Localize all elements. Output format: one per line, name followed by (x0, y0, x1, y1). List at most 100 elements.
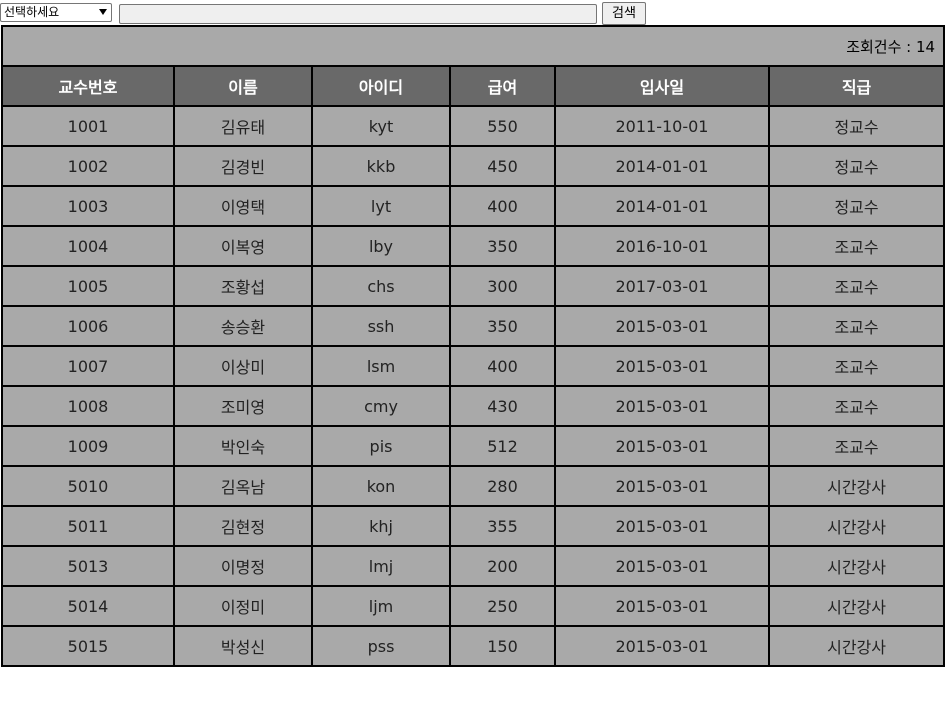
header-professor-id: 교수번호 (1, 65, 175, 107)
table-row: 1002 김경빈 kkb 450 2014-01-01 정교수 (1, 145, 945, 187)
cell-hire-date: 2015-03-01 (554, 465, 770, 507)
cell-position: 정교수 (767, 145, 945, 187)
table-row: 5010 김옥남 kon 280 2015-03-01 시간강사 (1, 465, 945, 507)
cell-name: 조미영 (173, 385, 313, 427)
cell-user-id: kon (311, 465, 451, 507)
cell-position: 시간강사 (767, 625, 945, 667)
cell-hire-date: 2015-03-01 (554, 345, 770, 387)
cell-professor-id: 1003 (1, 185, 175, 227)
cell-hire-date: 2015-03-01 (554, 585, 770, 627)
header-salary: 급여 (449, 65, 556, 107)
cell-professor-id: 1002 (1, 145, 175, 187)
table-row: 1003 이영택 lyt 400 2014-01-01 정교수 (1, 185, 945, 227)
cell-name: 김현정 (173, 505, 313, 547)
cell-user-id: lsm (311, 345, 451, 387)
table-row: 1006 송승환 ssh 350 2015-03-01 조교수 (1, 305, 945, 347)
table-row: 1007 이상미 lsm 400 2015-03-01 조교수 (1, 345, 945, 387)
cell-hire-date: 2015-03-01 (554, 625, 770, 667)
cell-professor-id: 5010 (1, 465, 175, 507)
cell-position: 시간강사 (767, 545, 945, 587)
cell-salary: 150 (449, 625, 556, 667)
cell-name: 김옥남 (173, 465, 313, 507)
cell-salary: 430 (449, 385, 556, 427)
cell-user-id: pis (311, 425, 451, 467)
cell-user-id: lby (311, 225, 451, 267)
cell-user-id: chs (311, 265, 451, 307)
cell-professor-id: 1008 (1, 385, 175, 427)
cell-name: 이복영 (173, 225, 313, 267)
cell-salary: 512 (449, 425, 556, 467)
result-count: 조회건수 : 14 (0, 25, 945, 67)
cell-name: 박인숙 (173, 425, 313, 467)
cell-salary: 300 (449, 265, 556, 307)
cell-salary: 200 (449, 545, 556, 587)
header-user-id: 아이디 (311, 65, 451, 107)
cell-position: 조교수 (767, 385, 945, 427)
header-position: 직급 (767, 65, 945, 107)
cell-position: 조교수 (767, 305, 945, 347)
cell-salary: 355 (449, 505, 556, 547)
cell-hire-date: 2015-03-01 (554, 545, 770, 587)
cell-salary: 250 (449, 585, 556, 627)
cell-professor-id: 5011 (1, 505, 175, 547)
cell-name: 김유태 (173, 105, 313, 147)
cell-hire-date: 2014-01-01 (554, 145, 770, 187)
cell-position: 시간강사 (767, 585, 945, 627)
table-header-row: 교수번호 이름 아이디 급여 입사일 직급 (1, 65, 945, 107)
search-bar: 선택하세요 검색 (0, 2, 945, 25)
table-row: 1008 조미영 cmy 430 2015-03-01 조교수 (1, 385, 945, 427)
cell-position: 시간강사 (767, 465, 945, 507)
cell-salary: 280 (449, 465, 556, 507)
cell-position: 조교수 (767, 265, 945, 307)
cell-professor-id: 1009 (1, 425, 175, 467)
cell-professor-id: 1006 (1, 305, 175, 347)
cell-user-id: lyt (311, 185, 451, 227)
table-row: 1001 김유태 kyt 550 2011-10-01 정교수 (1, 105, 945, 147)
cell-hire-date: 2015-03-01 (554, 425, 770, 467)
cell-professor-id: 5015 (1, 625, 175, 667)
cell-hire-date: 2014-01-01 (554, 185, 770, 227)
cell-salary: 400 (449, 185, 556, 227)
chevron-down-icon (99, 9, 107, 15)
cell-name: 송승환 (173, 305, 313, 347)
cell-position: 시간강사 (767, 505, 945, 547)
cell-name: 이명정 (173, 545, 313, 587)
cell-professor-id: 1005 (1, 265, 175, 307)
cell-hire-date: 2015-03-01 (554, 385, 770, 427)
cell-user-id: lmj (311, 545, 451, 587)
professor-table: 조회건수 : 14 교수번호 이름 아이디 급여 입사일 직급 1001 김유태 k… (0, 25, 945, 667)
search-field-select[interactable]: 선택하세요 (0, 3, 112, 22)
cell-user-id: khj (311, 505, 451, 547)
header-hire-date: 입사일 (554, 65, 770, 107)
cell-professor-id: 5013 (1, 545, 175, 587)
cell-professor-id: 1004 (1, 225, 175, 267)
search-button[interactable]: 검색 (602, 2, 646, 25)
cell-name: 김경빈 (173, 145, 313, 187)
search-input[interactable] (119, 4, 597, 24)
cell-position: 조교수 (767, 345, 945, 387)
cell-salary: 550 (449, 105, 556, 147)
select-label: 선택하세요 (4, 5, 60, 19)
cell-user-id: pss (311, 625, 451, 667)
cell-professor-id: 1007 (1, 345, 175, 387)
table-row: 1004 이복영 lby 350 2016-10-01 조교수 (1, 225, 945, 267)
cell-position: 조교수 (767, 425, 945, 467)
cell-salary: 350 (449, 305, 556, 347)
cell-hire-date: 2011-10-01 (554, 105, 770, 147)
cell-salary: 450 (449, 145, 556, 187)
cell-user-id: kkb (311, 145, 451, 187)
cell-user-id: ssh (311, 305, 451, 347)
cell-user-id: ljm (311, 585, 451, 627)
cell-hire-date: 2015-03-01 (554, 505, 770, 547)
table-row: 1005 조황섭 chs 300 2017-03-01 조교수 (1, 265, 945, 307)
table-row: 5015 박성신 pss 150 2015-03-01 시간강사 (1, 625, 945, 667)
cell-user-id: kyt (311, 105, 451, 147)
table-row: 5013 이명정 lmj 200 2015-03-01 시간강사 (1, 545, 945, 587)
cell-name: 이상미 (173, 345, 313, 387)
header-name: 이름 (173, 65, 313, 107)
cell-position: 정교수 (767, 105, 945, 147)
cell-hire-date: 2017-03-01 (554, 265, 770, 307)
cell-professor-id: 1001 (1, 105, 175, 147)
cell-hire-date: 2016-10-01 (554, 225, 770, 267)
table-row: 1009 박인숙 pis 512 2015-03-01 조교수 (1, 425, 945, 467)
